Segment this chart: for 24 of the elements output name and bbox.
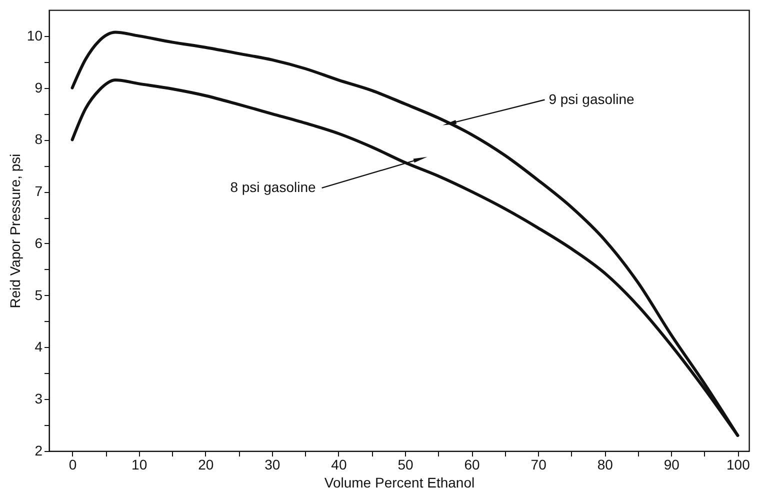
x-tick-label: 80 [597,456,614,472]
y-tick-label: 3 [34,390,43,407]
annotation: 9 psi gasoline [548,90,635,107]
x-tick-label: 50 [398,456,414,472]
x-tick-label: 0 [68,456,77,472]
y-tick-label: 2 [34,442,43,458]
y-tick-label: 4 [34,338,43,355]
y-tick-label: 6 [34,234,43,251]
y-tick-label: 9 [34,79,43,96]
annotation: 8 psi gasoline [230,178,316,195]
x-tick-label: 20 [198,456,214,472]
x-tick-label: 10 [132,456,148,472]
x-tick-label: 40 [331,456,347,472]
y-tick-label: 8 [34,131,43,148]
x-tick-label: 90 [664,456,680,472]
x-tick-label: 70 [530,456,547,472]
x-tick-label: 100 [726,456,750,472]
y-axis-title: Reid Vapor Pressure, psi [6,154,23,308]
x-tick-label: 30 [264,456,280,472]
y-tick-label: 10 [26,27,43,44]
x-axis-title: Volume Percent Ethanol [324,474,475,490]
y-tick-label: 5 [34,286,43,303]
x-tick-label: 60 [464,456,480,472]
y-tick-label: 7 [34,183,43,200]
